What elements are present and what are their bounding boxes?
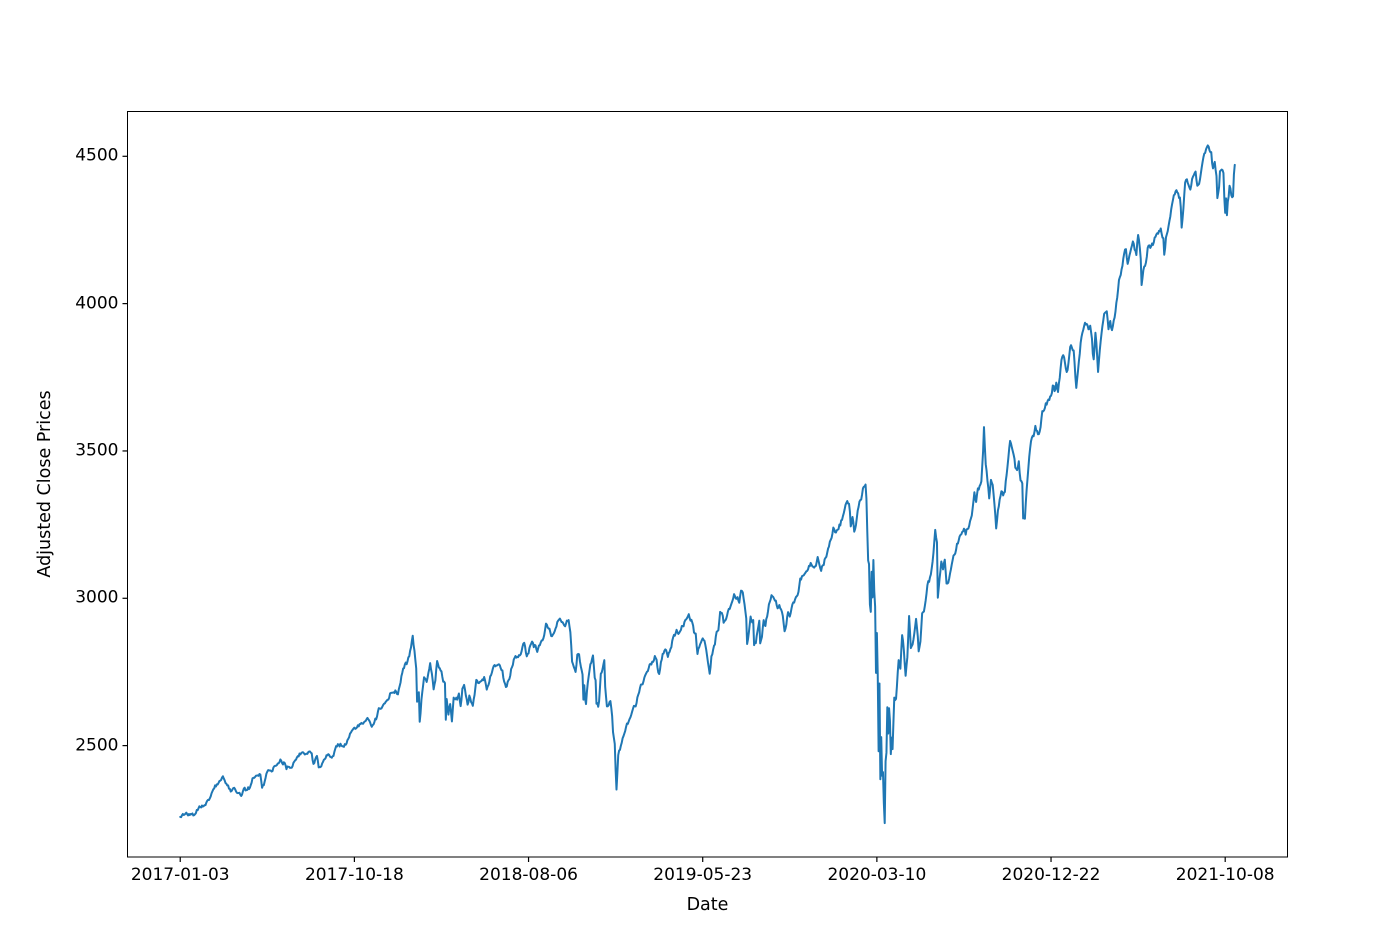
y-tick-label: 3000: [75, 587, 119, 608]
x-tick-label: 2021-10-08: [1175, 865, 1275, 885]
y-axis-title: Adjusted Close Prices: [35, 390, 55, 578]
y-tick-label: 2500: [75, 735, 119, 756]
x-axis-title: Date: [686, 895, 729, 915]
plot-border: [127, 111, 1288, 858]
y-tick-label: 4500: [75, 145, 119, 166]
x-tick-label: 2020-03-10: [827, 865, 927, 885]
x-tick-label: 2020-12-22: [1001, 865, 1101, 885]
price-line: [179, 144, 1236, 825]
y-tick-label: 3500: [75, 440, 119, 461]
x-tick-label: 2018-08-06: [479, 865, 578, 885]
x-tick-label: 2019-05-23: [653, 865, 753, 885]
x-tick-label: 2017-10-18: [304, 865, 404, 885]
y-tick-label: 4000: [75, 293, 119, 314]
x-tick-label: 2017-01-03: [130, 865, 230, 885]
y-axis-tick-marks: [122, 155, 128, 747]
x-axis-tick-marks: [179, 857, 1226, 862]
